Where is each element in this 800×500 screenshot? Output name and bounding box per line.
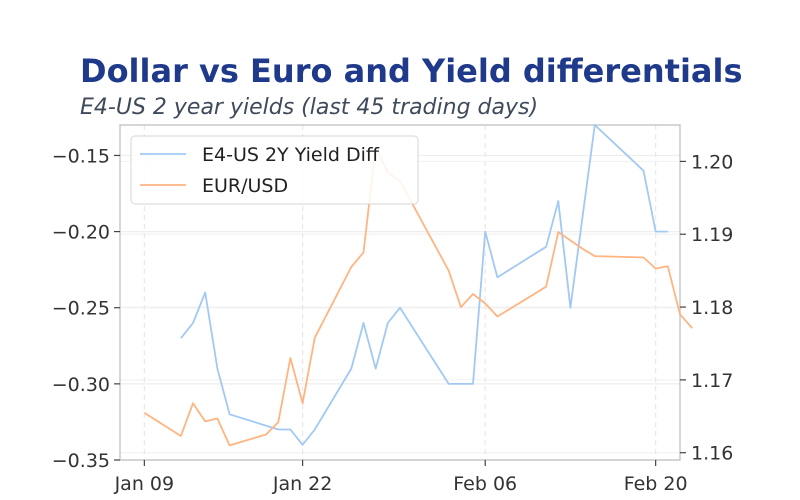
y-right-tick-label: 1.19 (691, 224, 733, 246)
y-left-tick-label: −0.15 (52, 145, 110, 167)
y-right-tick-label: 1.16 (691, 443, 733, 465)
x-tick-label: Feb 20 (624, 473, 688, 495)
chart-subtitle: E4-US 2 year yields (last 45 trading day… (80, 95, 539, 120)
plot-frame (119, 124, 681, 461)
x-tick-label: Jan 22 (272, 473, 333, 495)
series-line-yield-diff (180, 124, 668, 446)
y-left-tick-label: −0.35 (52, 450, 110, 472)
legend-label-eurusd: EUR/USD (202, 175, 288, 197)
y-right-tick-label: 1.18 (691, 297, 733, 319)
axis-layer: −0.35 −0.30 −0.25 −0.20 −0.15 1.16 1.17 1.18 1.1… (52, 145, 734, 495)
chart-title: Dollar vs Euro and Yield differentials (80, 52, 743, 90)
legend: E4-US 2Y Yield Diff EUR/USD (130, 135, 419, 205)
x-tick-label: Feb 06 (453, 473, 517, 495)
legend-box (130, 135, 419, 205)
y-left-tick-label: −0.30 (52, 374, 110, 396)
legend-label-yield-diff: E4-US 2Y Yield Diff (202, 144, 380, 166)
y-left-tick-label: −0.20 (52, 222, 110, 244)
x-tick-label: Jan 09 (114, 473, 175, 495)
y-right-tick-label: 1.20 (691, 151, 733, 173)
y-left-tick-label: −0.25 (52, 298, 110, 320)
y-right-tick-label: 1.17 (691, 370, 733, 392)
